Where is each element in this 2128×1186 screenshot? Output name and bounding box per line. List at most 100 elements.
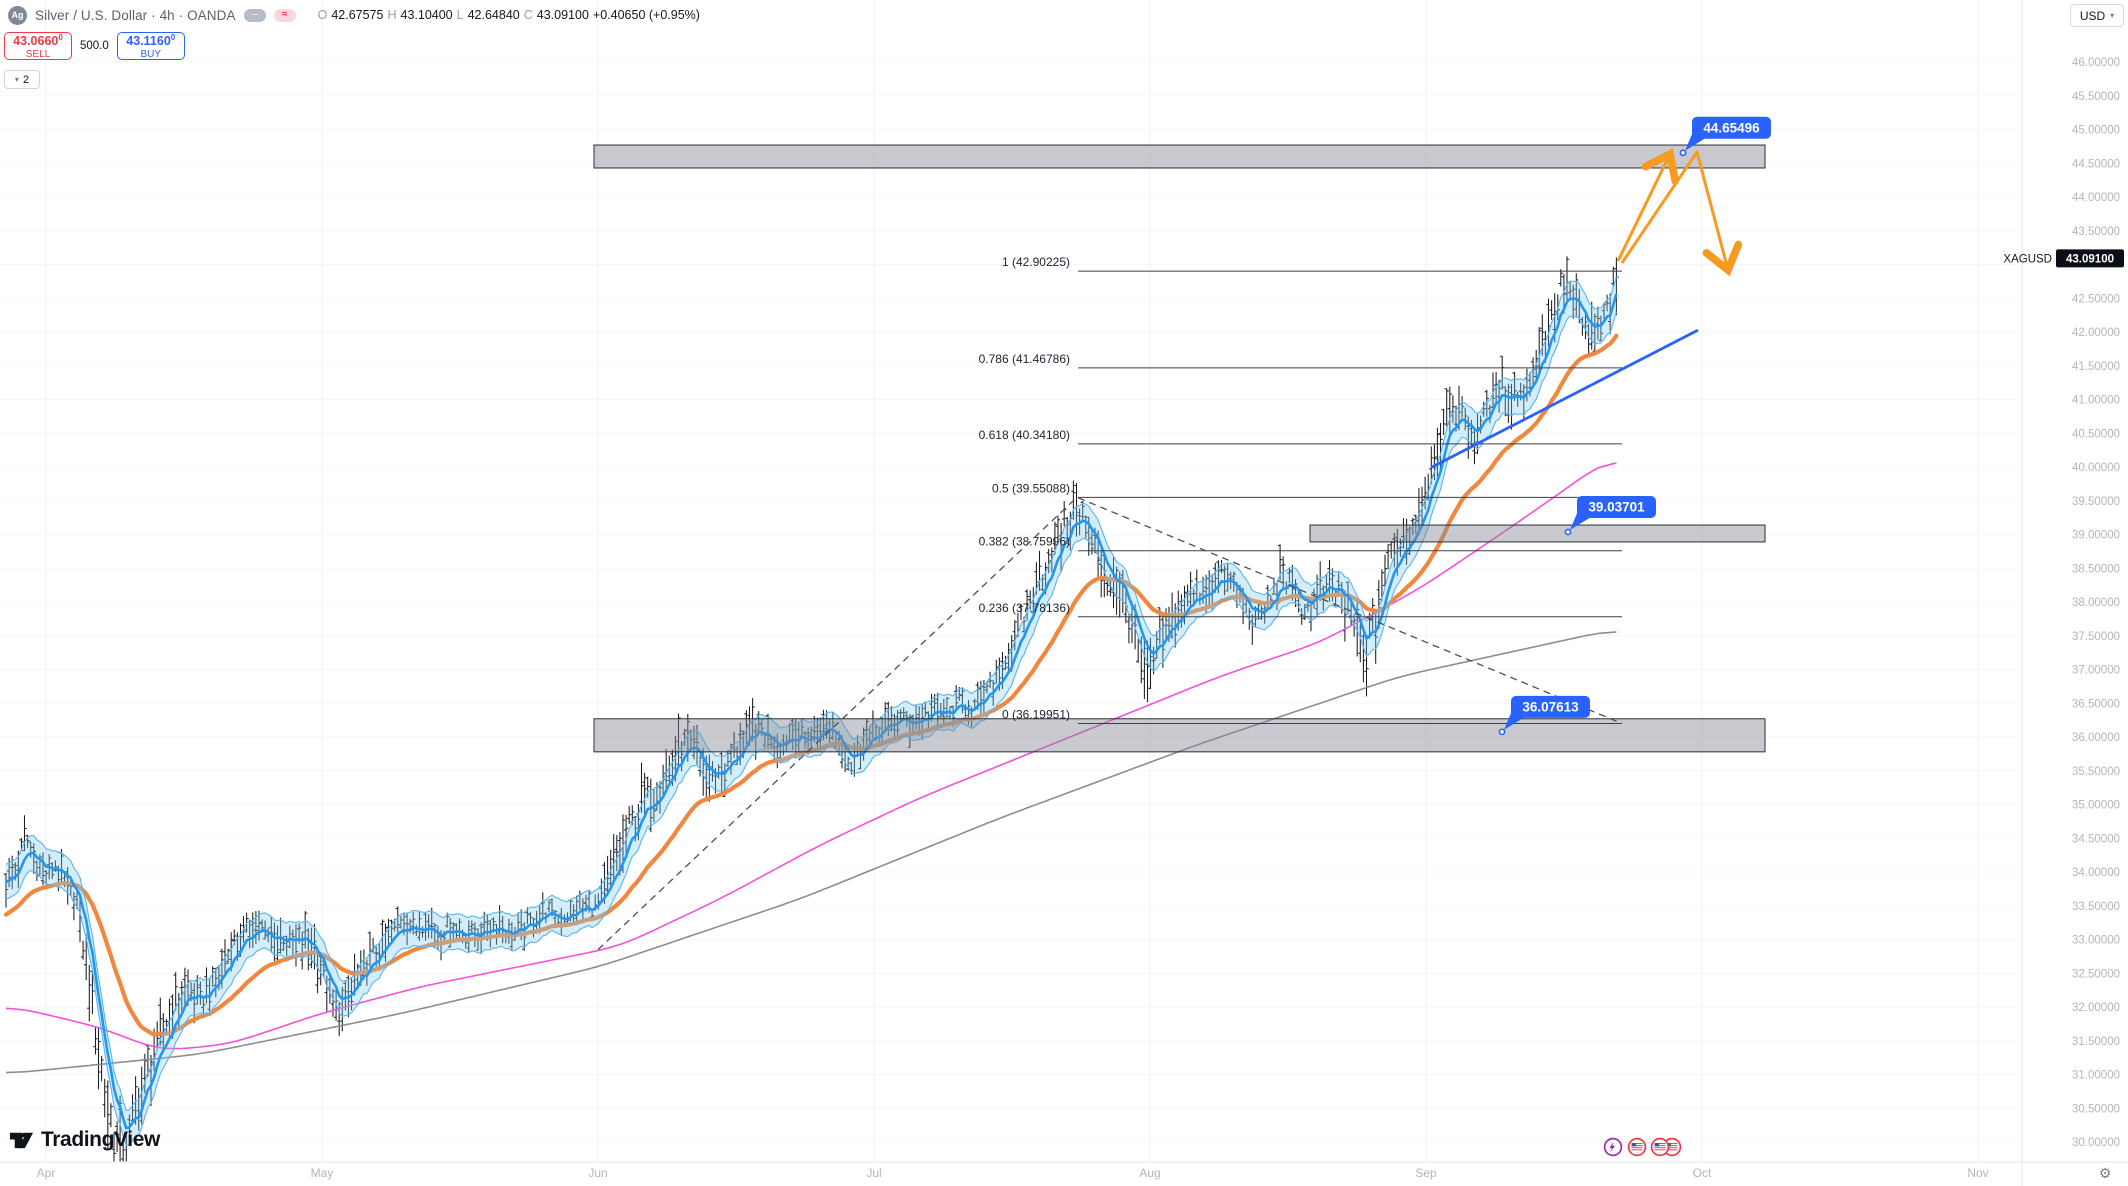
indicator-approx-toggle-icon[interactable]: ≈ — [273, 8, 296, 22]
open-label: O — [317, 8, 328, 22]
currency-selector[interactable]: USD ▾ — [2070, 4, 2124, 27]
svg-text:0.236 (37.78136): 0.236 (37.78136) — [979, 601, 1070, 615]
svg-text:32.00000: 32.00000 — [2072, 1002, 2120, 1014]
svg-text:31.00000: 31.00000 — [2072, 1070, 2120, 1082]
svg-text:35.00000: 35.00000 — [2072, 800, 2120, 812]
symbol-logo-icon[interactable]: Ag — [8, 5, 27, 25]
svg-text:30.50000: 30.50000 — [2072, 1103, 2120, 1115]
svg-text:33.00000: 33.00000 — [2072, 935, 2120, 947]
svg-text:32.50000: 32.50000 — [2072, 968, 2120, 980]
svg-text:45.50000: 45.50000 — [2072, 91, 2120, 103]
svg-text:0.382 (38.75996): 0.382 (38.75996) — [979, 535, 1070, 549]
svg-text:36.00000: 36.00000 — [2072, 732, 2120, 744]
ema-ribbon-center — [5, 293, 1618, 1130]
svg-text:38.50000: 38.50000 — [2072, 563, 2120, 575]
svg-text:0.618 (40.34180): 0.618 (40.34180) — [979, 428, 1070, 442]
low-label: L — [456, 8, 464, 22]
svg-text:Jul: Jul — [866, 1166, 881, 1180]
svg-text:38.00000: 38.00000 — [2072, 597, 2120, 609]
ohlc-readout: O 42.67575 H 43.10400 L 42.64840 C 43.09100 … — [318, 8, 700, 22]
last-price-tag — [2056, 249, 2124, 268]
demand-zone-lower — [593, 718, 1766, 753]
svg-text:May: May — [311, 1166, 334, 1180]
chevron-down-icon: ▾ — [2110, 11, 2115, 20]
buy-price: 43.1160 — [126, 34, 171, 49]
high-value: 43.10400 — [400, 8, 453, 22]
svg-text:45.00000: 45.00000 — [2072, 125, 2120, 137]
low-value: 42.64840 — [467, 8, 520, 22]
svg-text:42.00000: 42.00000 — [2072, 327, 2120, 339]
indicator-hidden-toggle-icon[interactable]: – — [243, 8, 266, 22]
ema-ribbon-fill — [6, 276, 1617, 1146]
tradingview-logo[interactable]: TradingView — [8, 1126, 160, 1153]
price-callouts[interactable]: 44.65496 39.03701 36.07613 — [1498, 116, 1771, 736]
object-tree-count[interactable]: ▾ 2 — [4, 70, 40, 89]
svg-text:42.50000: 42.50000 — [2072, 293, 2120, 305]
svg-text:0 (36.19951): 0 (36.19951) — [1002, 708, 1070, 722]
callout-anchor-dot — [1564, 528, 1572, 536]
sell-price-sup: 0 — [58, 33, 63, 43]
supply-zone-middle — [1309, 524, 1766, 543]
supply-demand-zones[interactable] — [593, 144, 1766, 753]
spread-value: 500.0 — [80, 40, 109, 52]
chart-header: Ag Silver / U.S. Dollar · 4h · OANDA – ≈… — [8, 4, 700, 26]
callout-anchor-dot — [1498, 728, 1506, 736]
sell-label: SELL — [25, 48, 51, 60]
svg-text:31.50000: 31.50000 — [2072, 1036, 2120, 1048]
svg-text:43.09100: 43.09100 — [2066, 253, 2114, 265]
svg-text:37.50000: 37.50000 — [2072, 631, 2120, 643]
price-scale-settings-button[interactable]: ⚙ — [2094, 1163, 2116, 1183]
sell-price: 43.0660 — [13, 34, 59, 49]
grid-lines — [45, 0, 1979, 1162]
ma-gray-slow — [5, 631, 1617, 1074]
us-flag-event-icon — [1627, 1137, 1647, 1157]
svg-text:39.03701: 39.03701 — [1588, 500, 1645, 515]
svg-text:43.50000: 43.50000 — [2072, 226, 2120, 238]
svg-text:40.50000: 40.50000 — [2072, 428, 2120, 440]
svg-text:XAGUSD: XAGUSD — [2003, 253, 2052, 265]
moving-averages — [3, 276, 1619, 1147]
svg-text:Apr: Apr — [37, 1166, 56, 1180]
gear-icon: ⚙ — [2098, 1164, 2112, 1181]
svg-text:0.786 (41.46786): 0.786 (41.46786) — [979, 352, 1070, 366]
svg-text:41.00000: 41.00000 — [2072, 395, 2120, 407]
svg-text:46.00000: 46.00000 — [2072, 57, 2120, 69]
buy-button[interactable]: 43.11600 BUY — [116, 32, 185, 60]
close-label: C — [523, 8, 533, 22]
svg-text:Aug: Aug — [1139, 1166, 1160, 1180]
callout-bubble — [1692, 116, 1771, 139]
svg-text:Sep: Sep — [1415, 1166, 1437, 1180]
svg-text:34.50000: 34.50000 — [2072, 833, 2120, 845]
svg-text:40.00000: 40.00000 — [2072, 462, 2120, 474]
event-icons[interactable] — [1603, 1137, 1682, 1157]
svg-text:44.00000: 44.00000 — [2072, 192, 2120, 204]
svg-text:35.50000: 35.50000 — [2072, 766, 2120, 778]
ema-ribbon-lower — [5, 311, 1617, 1147]
arrow-orange — [1620, 150, 1743, 277]
symbol-title[interactable]: Silver / U.S. Dollar · 4h · OANDA — [35, 7, 236, 23]
change-value: +0.40650 (+0.95%) — [592, 8, 700, 22]
trendline-blue[interactable] — [1430, 329, 1699, 469]
svg-text:33.50000: 33.50000 — [2072, 901, 2120, 913]
currency-label: USD — [2079, 8, 2106, 23]
svg-text:39.50000: 39.50000 — [2072, 496, 2120, 508]
trade-panel: 43.06600 SELL 500.0 43.11600 BUY — [4, 32, 185, 60]
fib-anchor-dashed-line — [597, 496, 1623, 951]
tradingview-logo-icon — [9, 1132, 34, 1149]
fib-extension-tool[interactable]: 1 (42.90225) 0.786 (41.46786) 0.618 (40.34… — [597, 255, 1623, 951]
sell-button[interactable]: 43.06600 SELL — [4, 32, 72, 60]
projection-arrows[interactable] — [1616, 148, 1743, 277]
svg-text:44.50000: 44.50000 — [2072, 158, 2120, 170]
svg-text:30.00000: 30.00000 — [2072, 1137, 2120, 1149]
buy-label: BUY — [140, 48, 162, 60]
ma-magenta — [5, 462, 1617, 1050]
time-axis[interactable]: Apr May Jun Jul Aug Sep Oct Nov — [37, 1166, 1989, 1180]
svg-text:36.50000: 36.50000 — [2072, 698, 2120, 710]
callout-bubble — [1511, 695, 1590, 718]
us-flag-event-icon — [1650, 1137, 1670, 1157]
svg-text:0.5 (39.55088): 0.5 (39.55088) — [992, 481, 1070, 495]
chevron-down-icon: ▾ — [14, 75, 19, 84]
callout-anchor-dot — [1679, 149, 1687, 157]
